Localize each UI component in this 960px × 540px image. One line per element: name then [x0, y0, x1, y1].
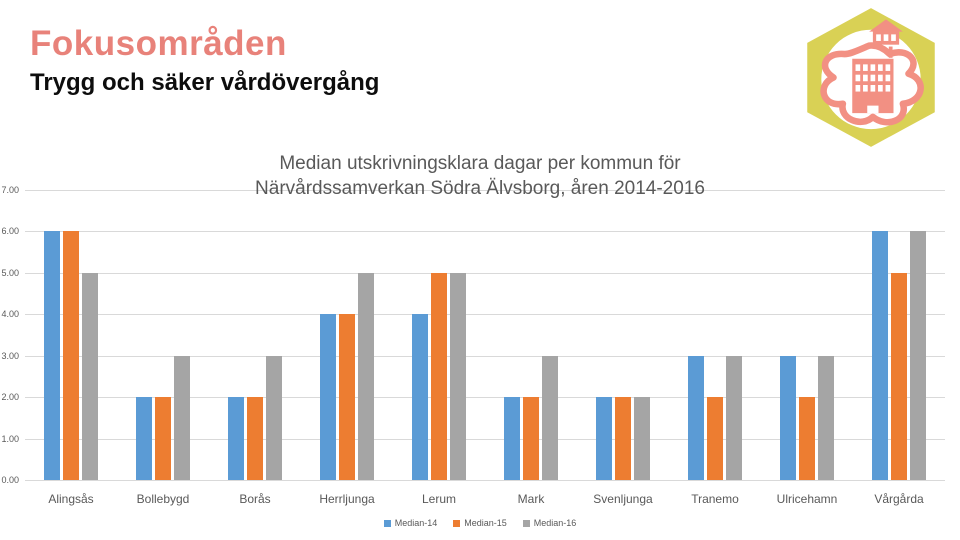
bar-group-vårgårda: [853, 190, 945, 480]
bar-median-14-herrljunga: [320, 314, 336, 480]
legend-label: Median-15: [464, 518, 507, 528]
x-axis-label-vårgårda: Vårgårda: [874, 492, 924, 506]
y-axis-tick-label: 5.00: [1, 267, 19, 278]
page-subtitle: Trygg och säker vårdövergång: [30, 69, 380, 96]
page-title: Fokusområden: [30, 24, 287, 63]
bar-group-alingsås: [25, 190, 117, 480]
bar-median-16-lerum: [450, 272, 466, 480]
bar-median-16-bollebygd: [174, 355, 190, 480]
bar-median-14-borås: [228, 397, 244, 480]
legend-label: Median-14: [394, 518, 438, 528]
bar-median-15-alingsås: [63, 231, 79, 480]
bar-median-15-mark: [523, 397, 539, 480]
bar-median-16-vårgårda: [910, 231, 926, 480]
x-axis-label-svenljunga: Svenljunga: [593, 492, 653, 506]
y-axis: 7.00 6.00 5.00 4.00 3.00 2.00 1.00 0.00: [0, 185, 21, 485]
bar-median-16-svenljunga: [634, 397, 650, 480]
bar-median-15-tranemo: [707, 397, 723, 480]
gridline: [25, 355, 945, 357]
bar-median-15-bollebygd: [155, 397, 171, 480]
legend-swatch-icon: [522, 519, 530, 527]
gridline: [25, 397, 945, 399]
bar-group-ulricehamn: [761, 190, 853, 480]
bar-group-tranemo: [669, 190, 761, 480]
legend-label: Median-16: [533, 518, 577, 528]
legend-item-median-14: Median-14: [383, 518, 438, 528]
logo-road: [820, 42, 924, 126]
x-axis-label-bollebygd: Bollebygd: [136, 492, 190, 506]
x-axis-label-borås: Borås: [239, 492, 271, 506]
y-axis-tick-label: 6.00: [1, 226, 19, 237]
x-axis-label-ulricehamn: Ulricehamn: [776, 492, 838, 506]
bar-median-16-alingsås: [82, 272, 98, 480]
y-axis-tick-label: 2.00: [1, 392, 19, 403]
y-axis-tick-label: 3.00: [1, 350, 19, 361]
bar-median-15-borås: [247, 397, 263, 480]
bar-median-14-tranemo: [688, 355, 704, 480]
bar-median-14-svenljunga: [596, 397, 612, 480]
legend-swatch-icon: [383, 519, 391, 527]
y-axis-tick-label: 7.00: [1, 185, 19, 195]
bar-median-14-mark: [504, 397, 520, 480]
logo-svg: [807, 8, 935, 147]
bar-group-svenljunga: [577, 190, 669, 480]
chart-title-line2: Närvårdssamverkan Södra Älvsborg, åren 2…: [255, 178, 705, 199]
gridline: [25, 438, 945, 440]
bar-median-15-svenljunga: [615, 397, 631, 480]
chart-title: Median utskrivningsklara dagar per kommu…: [0, 151, 960, 201]
plot-area: [25, 190, 945, 481]
bar-median-14-lerum: [412, 314, 428, 480]
logo-house: [869, 19, 903, 45]
gridline: [25, 190, 945, 191]
bar-median-16-borås: [266, 355, 282, 480]
x-axis-label-lerum: Lerum: [421, 492, 456, 506]
logo-hospital: [852, 46, 897, 114]
bar-group-herrljunga: [301, 190, 393, 480]
logo-cross: [888, 46, 893, 58]
legend-item-median-15: Median-15: [453, 518, 507, 528]
bar-median-15-ulricehamn: [799, 397, 815, 480]
legend-swatch-icon: [453, 519, 461, 527]
x-axis: Alingsås Bollebygd Borås Herrljunga Lerum Mar…: [25, 492, 945, 508]
bar-group-mark: [485, 190, 577, 480]
bar-median-15-vårgårda: [891, 272, 907, 480]
bar-group-lerum: [393, 190, 485, 480]
bar-median-16-tranemo: [726, 355, 742, 480]
gridline: [25, 480, 945, 481]
chart-title-line1: Median utskrivningsklara dagar per kommu…: [279, 153, 681, 174]
bar-median-16-herrljunga: [358, 272, 374, 480]
bar-group-borås: [209, 190, 301, 480]
bar-median-14-alingsås: [44, 231, 60, 480]
bar-median-14-ulricehamn: [780, 355, 796, 480]
bar-group-bollebygd: [117, 190, 209, 480]
chart-legend: Median-14 Median-15 Median-16: [0, 518, 960, 528]
y-axis-tick-label: 4.00: [1, 309, 19, 320]
bar-median-15-lerum: [431, 272, 447, 480]
x-axis-label-mark: Mark: [517, 492, 545, 506]
x-axis-label-herrljunga: Herrljunga: [319, 492, 375, 506]
gridline: [25, 231, 945, 233]
bar-median-16-ulricehamn: [818, 355, 834, 480]
x-axis-label-alingsås: Alingsås: [48, 492, 94, 506]
bar-median-16-mark: [542, 355, 558, 480]
y-axis-tick-label: 0.00: [1, 475, 19, 485]
legend-item-median-16: Median-16: [522, 518, 577, 528]
bar-median-15-herrljunga: [339, 314, 355, 480]
gridline: [25, 314, 945, 316]
bar-median-14-bollebygd: [136, 397, 152, 480]
gridline: [25, 272, 945, 274]
bar-median-14-vårgårda: [872, 231, 888, 480]
y-axis-tick-label: 1.00: [1, 433, 19, 444]
x-axis-label-tranemo: Tranemo: [691, 492, 739, 506]
organization-logo-icon: [796, 6, 946, 154]
